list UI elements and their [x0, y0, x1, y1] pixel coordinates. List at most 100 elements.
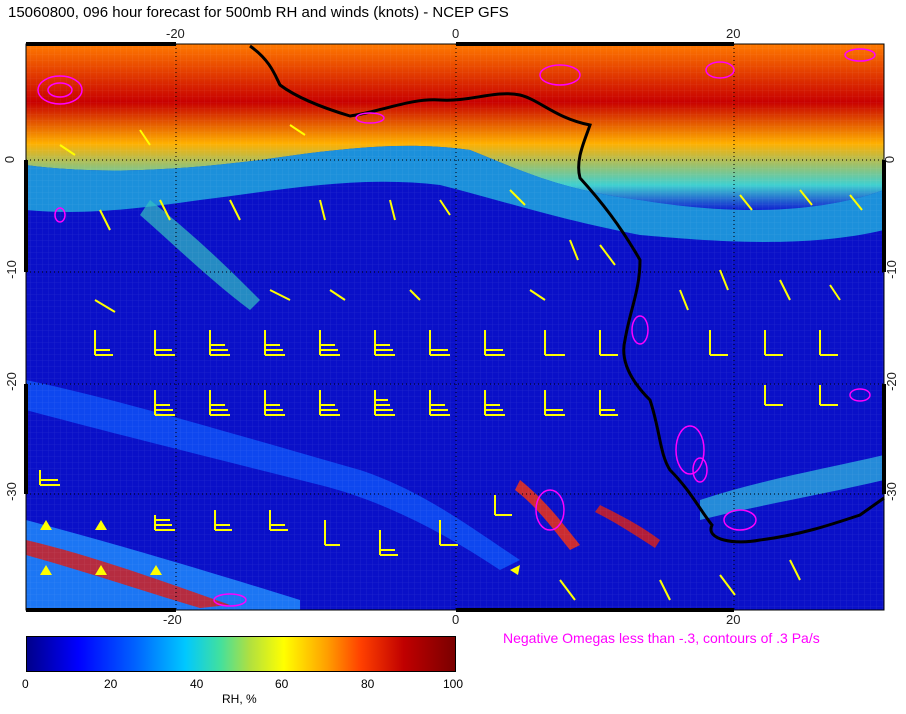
wind-barb: [389, 199, 396, 221]
wind-barb: [209, 390, 230, 416]
wind-barb: [264, 330, 285, 356]
wind-barbs: [39, 124, 863, 601]
wind-barb: [269, 510, 288, 531]
wind-flag: [510, 565, 520, 575]
frame-ticks: [24, 42, 886, 612]
wind-barb: [679, 289, 689, 311]
wind-barb: [409, 289, 421, 301]
lat-tick-right: 0: [882, 155, 898, 164]
wind-flag: [40, 520, 52, 530]
lon-tick-top: -20: [166, 26, 185, 41]
wind-flags: [40, 520, 520, 575]
wind-barb: [319, 199, 326, 221]
colorbar-tick: 100: [443, 677, 464, 691]
wind-barb: [439, 520, 458, 546]
wind-barb: [39, 470, 60, 486]
wind-barb: [319, 330, 340, 356]
wind-flag: [40, 565, 52, 575]
lat-tick-right: -10: [883, 260, 899, 279]
wind-barb: [374, 330, 395, 356]
lat-tick-left: -20: [3, 372, 19, 391]
wind-barb: [379, 530, 398, 556]
wind-barb: [154, 515, 175, 531]
lon-tick-bottom: 0: [452, 612, 460, 627]
lon-tick-top: 0: [452, 26, 460, 41]
wind-barb: [139, 129, 151, 146]
lon-tick-bottom: -20: [163, 612, 182, 627]
wind-barb: [709, 330, 728, 356]
africa-coastline: [249, 44, 885, 544]
wind-barb: [569, 239, 579, 261]
wind-barb: [599, 244, 616, 266]
wind-barb: [799, 189, 813, 206]
wind-barb: [264, 390, 285, 416]
wind-barb: [94, 299, 116, 313]
wind-barb: [739, 194, 753, 211]
wind-barb: [829, 284, 841, 301]
wind-barb: [544, 330, 565, 356]
wind-barb: [209, 330, 230, 356]
lat-tick-left: -30: [3, 482, 19, 501]
wind-barb: [229, 199, 241, 221]
model-grid-overlay: [26, 44, 884, 610]
map-frame: [25, 43, 885, 611]
wind-barb: [329, 289, 346, 301]
lat-tick-right: -30: [883, 482, 899, 501]
wind-barb: [819, 330, 838, 356]
wind-barb: [719, 574, 736, 596]
colorbar-tick: 80: [361, 677, 375, 691]
colorbar-tick: 60: [275, 677, 289, 691]
wind-barb: [159, 199, 171, 221]
wind-barb: [529, 289, 546, 301]
wind-flag: [95, 520, 107, 530]
wind-barb: [544, 390, 565, 416]
wind-barb: [494, 495, 512, 516]
wind-barb: [509, 189, 526, 206]
wind-barb: [659, 579, 671, 601]
wind-barb: [289, 124, 306, 136]
lat-tick-left: -10: [3, 260, 19, 279]
wind-barb: [484, 390, 505, 416]
wind-barb: [429, 390, 450, 416]
wind-barb: [319, 390, 340, 416]
lon-tick-bottom: 20: [726, 612, 741, 627]
wind-barb: [719, 269, 729, 291]
wind-barb: [484, 330, 505, 356]
wind-barb: [849, 194, 863, 211]
colorbar-tick: 40: [190, 677, 204, 691]
wind-barb: [599, 330, 618, 356]
wind-barb: [599, 390, 618, 416]
wind-barb: [764, 330, 783, 356]
wind-barb: [789, 559, 801, 581]
colorbar-tick: 20: [104, 677, 118, 691]
lon-tick-top: 20: [726, 26, 741, 41]
lat-tick-right: -20: [883, 372, 899, 391]
wind-barb: [154, 390, 175, 416]
wind-flag: [95, 565, 107, 575]
wind-barb: [374, 390, 395, 416]
colorbar-label: RH, %: [222, 692, 257, 706]
map-title: 15060800, 096 hour forecast for 500mb RH…: [8, 4, 509, 21]
wind-barb: [269, 289, 291, 301]
wind-barb: [764, 385, 783, 406]
wind-barb: [559, 579, 576, 601]
wind-barb: [59, 144, 76, 156]
rh-colorbar: [26, 636, 456, 672]
wind-barb: [154, 330, 175, 356]
graticule: [26, 44, 884, 610]
omega-contours: [37, 48, 876, 607]
wind-barb: [324, 520, 340, 546]
wind-barb: [429, 330, 450, 356]
lat-tick-left: 0: [2, 155, 18, 164]
wind-barb: [94, 330, 113, 356]
wind-barb: [779, 279, 791, 301]
wind-flag: [150, 565, 162, 575]
wind-barb: [439, 199, 451, 216]
wind-barb: [214, 510, 232, 531]
colorbar-tick: 0: [22, 677, 29, 691]
omega-note: Negative Omegas less than -.3, contours …: [503, 630, 820, 646]
wind-barb: [99, 209, 111, 231]
wind-barb: [819, 385, 838, 406]
